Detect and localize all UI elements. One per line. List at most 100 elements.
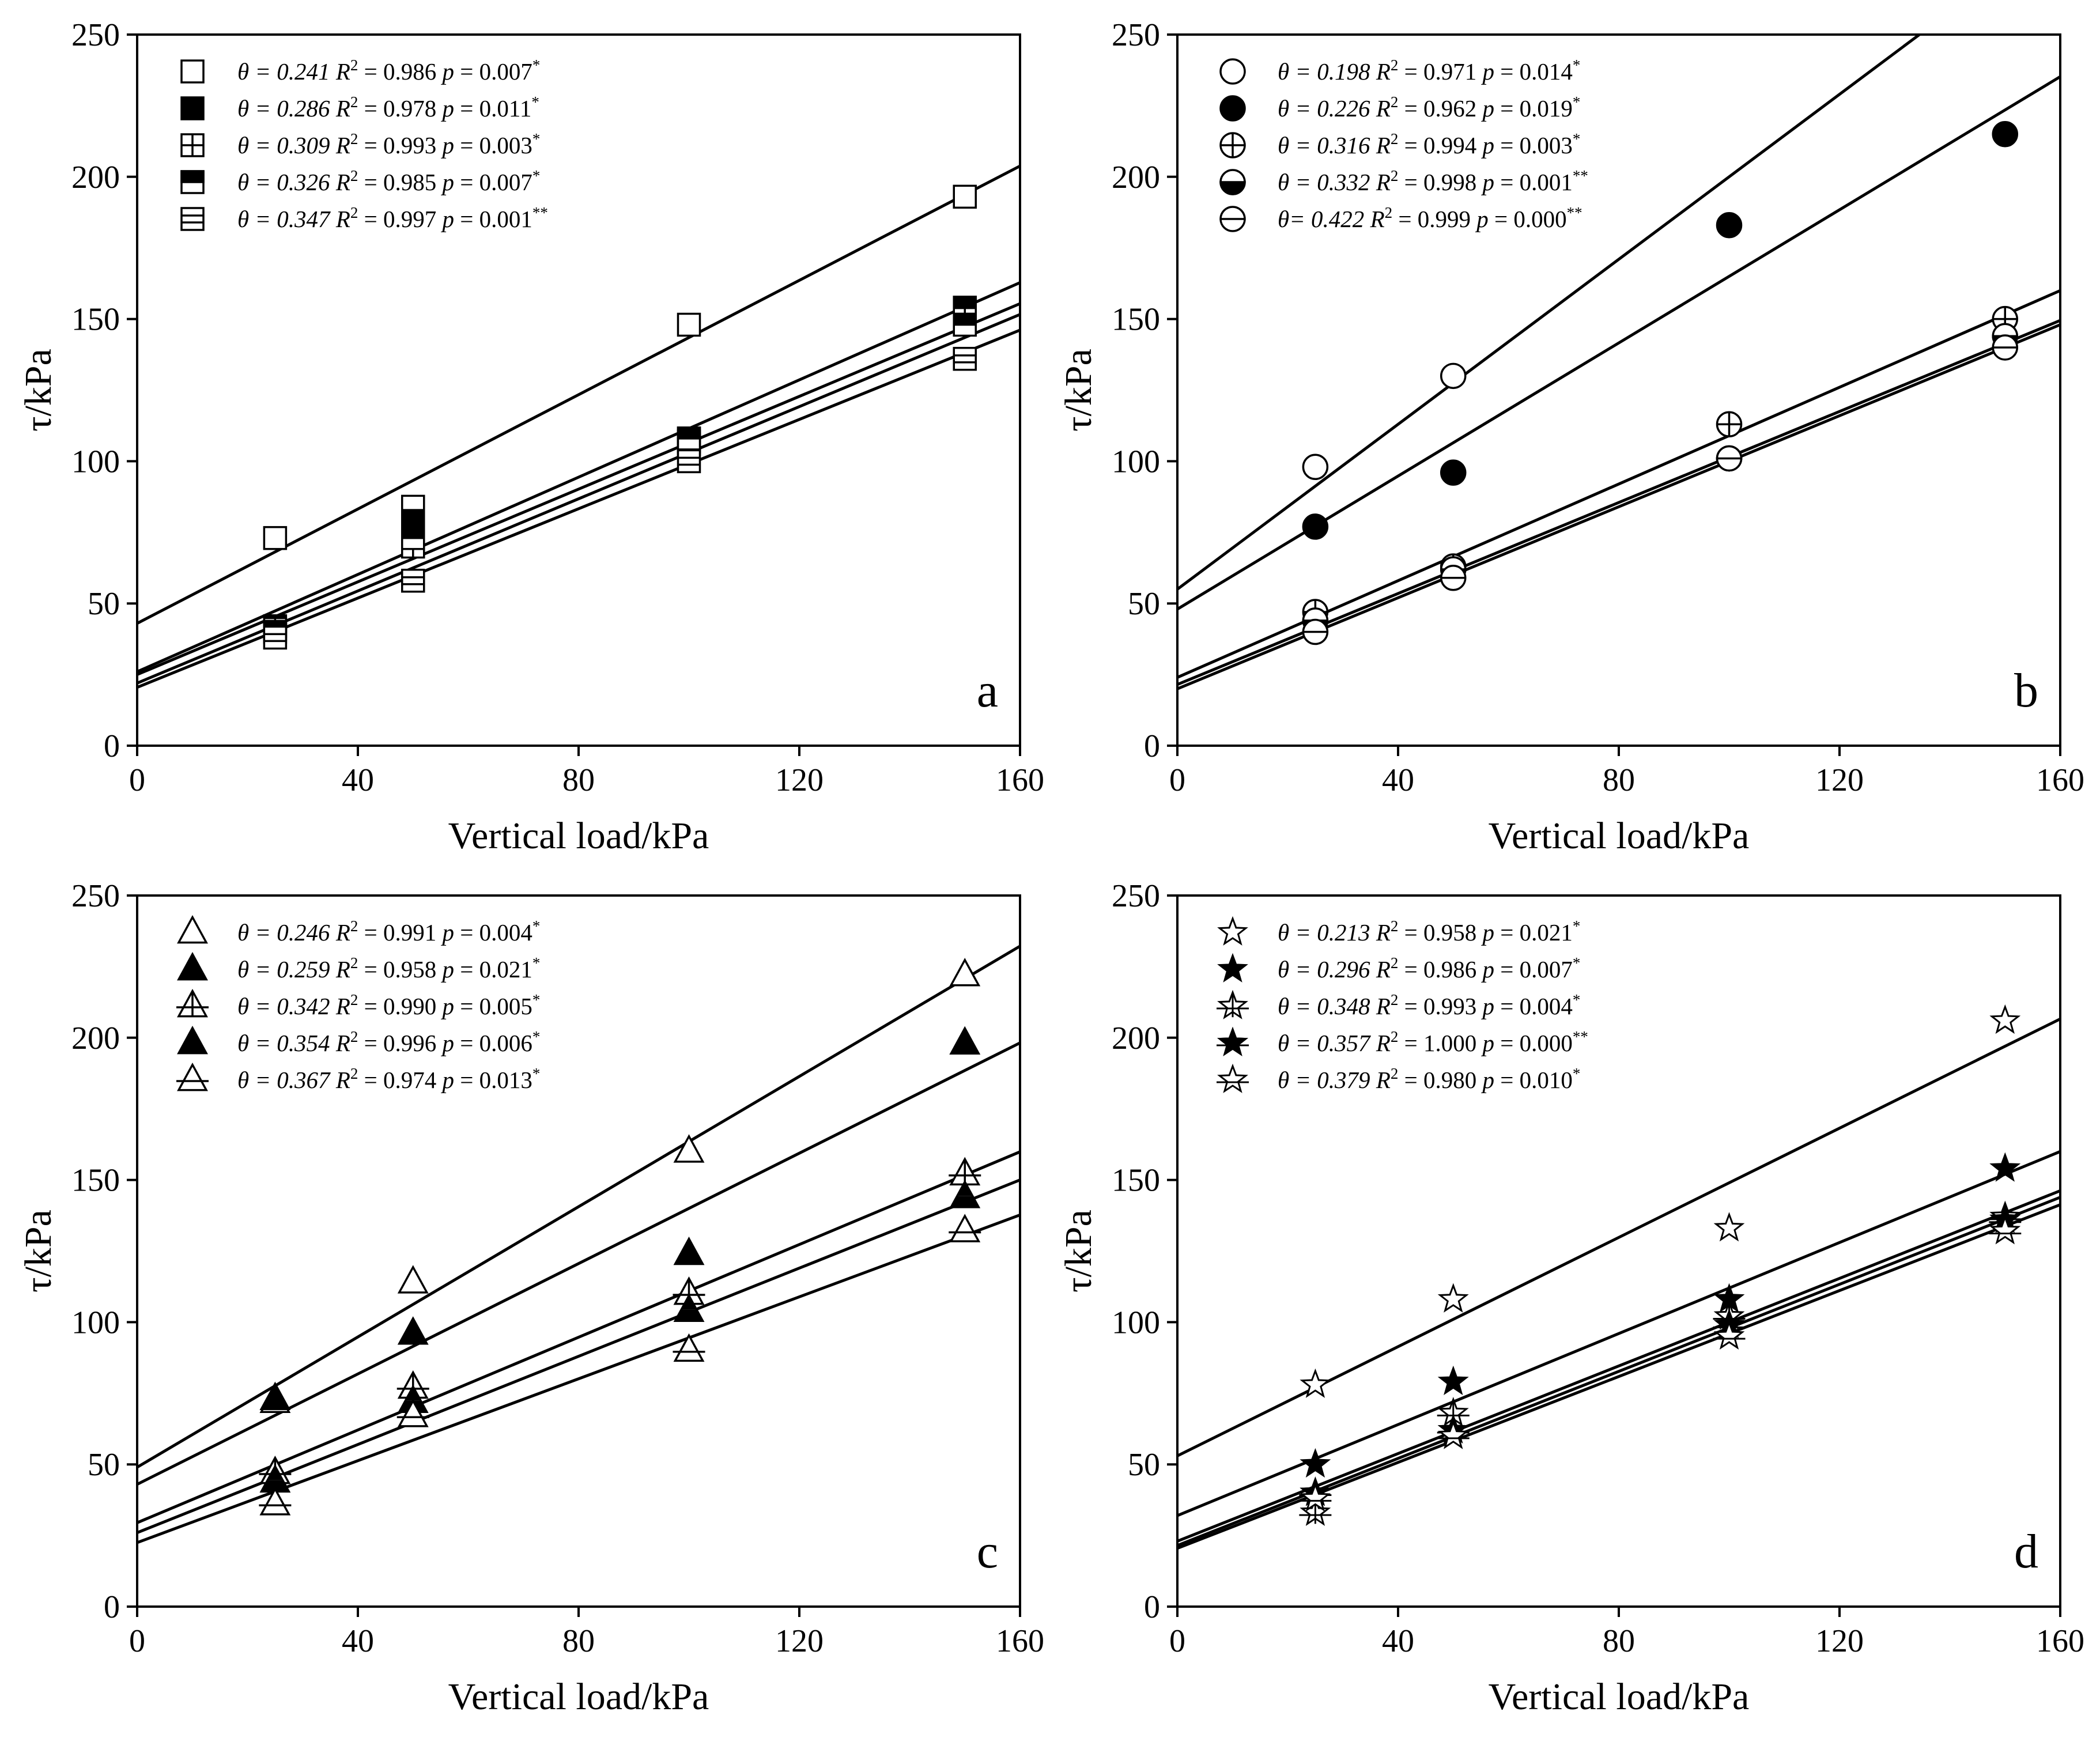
legend-part	[330, 1067, 336, 1093]
legend-part	[1370, 919, 1376, 946]
legend-part: = 0.007	[454, 169, 532, 195]
data-point	[1300, 1368, 1331, 1398]
panel-a: 0 40 80 120 160 0 50 100 150 200 250 Vertical load/…	[17, 17, 1044, 857]
legend-part: θ = 0.296	[1278, 956, 1370, 983]
y-tick-label: 200	[1112, 160, 1160, 195]
legend-part	[1476, 58, 1482, 85]
legend-part: = 0.021	[1494, 919, 1573, 946]
panel-d: 0 40 80 120 160 0 50 100 150 200 250 Vertical load/…	[1057, 878, 2084, 1718]
legend-part: 2	[350, 954, 358, 972]
data-point	[1989, 1215, 2022, 1245]
fit-line	[1177, 1150, 2060, 1517]
legend-label: θ = 0.296 R2 = 0.986 p = 0.007*	[1278, 954, 1580, 983]
legend-marker	[177, 1025, 208, 1055]
legend-part: = 0.004	[1494, 993, 1573, 1019]
x-tick-label: 80	[1603, 762, 1635, 798]
legend-part: = 0.011	[454, 95, 531, 122]
legend-part: = 0.997	[358, 206, 436, 232]
legend-part: **	[1567, 204, 1582, 221]
data-point	[263, 526, 288, 550]
legend-label: θ = 0.246 R2 = 0.991 p = 0.004*	[237, 917, 540, 946]
legend-part: θ = 0.367	[237, 1067, 331, 1093]
legend-part	[330, 1030, 336, 1056]
legend-part: 2	[1391, 167, 1399, 184]
data-point	[397, 1316, 429, 1345]
y-axis-title: τ/kPa	[17, 349, 59, 432]
data-point	[953, 312, 977, 337]
legend-part: *	[1573, 130, 1581, 148]
legend-part: R	[1370, 206, 1385, 232]
legend-part: θ = 0.357	[1278, 1030, 1371, 1056]
legend-marker	[176, 988, 209, 1018]
legend-part	[436, 1067, 442, 1093]
legend-marker	[1219, 58, 1246, 85]
legend-part: p	[440, 95, 454, 122]
legend-part	[1471, 206, 1476, 232]
data-point	[677, 426, 701, 451]
legend-part: θ = 0.259	[237, 956, 330, 983]
legend-part: = 0.000	[1489, 206, 1567, 232]
y-tick-label: 250	[71, 878, 120, 914]
legend-part	[436, 95, 442, 122]
legend-marker	[1217, 953, 1248, 983]
legend-part: **	[532, 204, 548, 221]
legend-marker	[1217, 1026, 1249, 1056]
data-point	[1716, 211, 1743, 239]
legend-part: R	[1376, 993, 1391, 1019]
legend-part	[330, 919, 336, 946]
legend-part: *	[532, 130, 541, 148]
legend-part: p	[1480, 95, 1494, 122]
legend-marker	[180, 133, 205, 157]
legend-part: 2	[1391, 1028, 1399, 1045]
legend-part: 2	[1391, 56, 1399, 74]
fit-line	[137, 944, 1020, 1469]
y-tick-label: 100	[71, 1305, 120, 1340]
data-point	[397, 1265, 429, 1294]
legend-part: p	[440, 919, 454, 946]
legend-part	[1370, 1030, 1376, 1056]
data-point	[1440, 459, 1467, 486]
fit-line	[137, 1150, 1020, 1524]
legend-label: θ = 0.367 R2 = 0.974 p = 0.013*	[237, 1065, 540, 1093]
legend-part: R	[335, 132, 350, 158]
legend-part: = 0.958	[358, 956, 436, 983]
legend-part: *	[1573, 917, 1581, 935]
data-point	[259, 1487, 292, 1516]
data-point	[1440, 362, 1467, 390]
legend-part: R	[335, 206, 350, 232]
legend-part: p	[1480, 1067, 1494, 1093]
data-point	[1437, 1283, 1469, 1313]
legend-part: R	[335, 993, 350, 1019]
legend-part: = 0.978	[358, 95, 436, 122]
legend-marker	[177, 915, 208, 944]
legend-part: 2	[1385, 204, 1393, 221]
legend-part: 2	[350, 93, 358, 111]
y-tick-label: 0	[104, 728, 120, 764]
legend-part: *	[532, 1028, 541, 1045]
legend-part: R	[335, 1030, 350, 1056]
legend-part: *	[1573, 1065, 1581, 1082]
y-tick-label: 150	[1112, 302, 1160, 338]
legend-part: *	[531, 93, 539, 111]
data-point	[673, 1333, 705, 1362]
legend-part: = 0.003	[1494, 132, 1573, 158]
panel-c: 0 40 80 120 160 0 50 100 150 200 250 Vertical load/…	[17, 878, 1044, 1718]
data-point	[1989, 1152, 2021, 1182]
legend-part: = 0.985	[358, 169, 436, 195]
legend-part: R	[1376, 1067, 1391, 1093]
fit-line	[137, 164, 1020, 625]
legend-part: 2	[1391, 1065, 1399, 1082]
y-axis-title: τ/kPa	[17, 1210, 59, 1293]
legend-marker	[176, 1062, 209, 1091]
legend-part: R	[335, 58, 350, 85]
legend-marker	[1219, 95, 1246, 122]
data-point	[949, 1026, 981, 1055]
legend-part: = 0.986	[1398, 956, 1476, 983]
legend-part	[330, 206, 336, 232]
x-tick-label: 40	[1382, 762, 1414, 798]
data-point	[1992, 334, 2018, 361]
legend-part: p	[1480, 132, 1494, 158]
data-point	[1440, 565, 1467, 591]
legend-part: = 0.994	[1398, 132, 1476, 158]
